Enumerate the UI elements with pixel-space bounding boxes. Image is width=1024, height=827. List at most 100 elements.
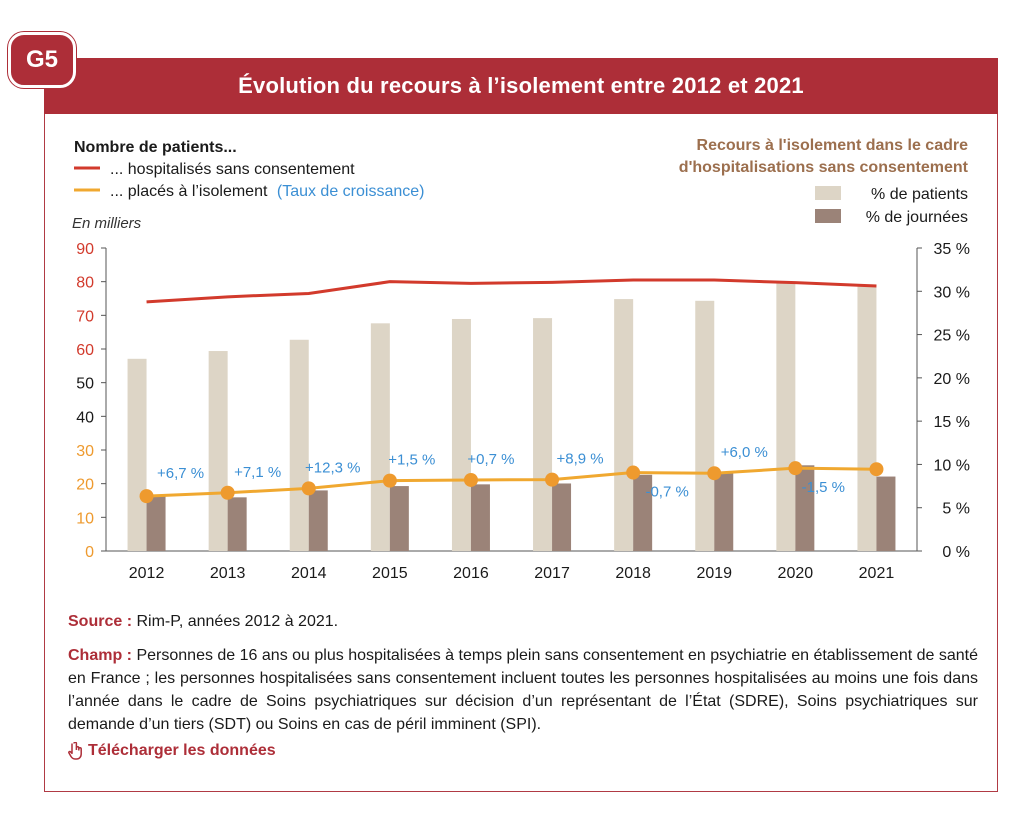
right-tick-label: 10 %	[934, 457, 970, 474]
left-tick-label: 80	[76, 275, 94, 292]
point-isolement	[626, 465, 641, 480]
bar-patients	[776, 281, 796, 551]
right-tick-label: 20 %	[934, 371, 970, 388]
chart: Nombre de patients... ... hospitalisés s…	[72, 137, 970, 582]
left-legend-orange-label: ... placés à l’isolement (Taux de croiss…	[110, 183, 424, 200]
right-axis-ticks: 0 % 5 % 10 % 15 % 20 % 25 % 30 % 35 %	[917, 241, 970, 561]
x-tick-label: 2012	[129, 565, 165, 582]
x-tick-label: 2016	[453, 565, 489, 582]
bar-patients	[695, 300, 715, 551]
source-label: Source :	[68, 613, 133, 630]
point-isolement	[707, 466, 722, 481]
right-legend-heading-1: Recours à l'isolement dans le cadre	[697, 137, 969, 154]
growth-label: +12,3 %	[305, 459, 360, 476]
growth-label: +8,9 %	[556, 451, 603, 468]
x-tick-label: 2015	[372, 565, 408, 582]
bars	[127, 281, 896, 551]
hand-pointer-icon	[68, 742, 82, 760]
x-tick-label: 2013	[210, 565, 246, 582]
left-axis-ticks: 0 10 20 30 40 50 60 70 80 90	[76, 241, 106, 561]
growth-label: +0,7 %	[467, 451, 514, 468]
growth-label: -0,7 %	[645, 484, 688, 501]
bar-journees	[876, 476, 896, 551]
bar-journees	[389, 486, 409, 551]
left-legend-orange-suffix: (Taux de croissance)	[277, 183, 425, 200]
champ-label: Champ :	[68, 647, 133, 664]
growth-label: -1,5 %	[802, 479, 845, 496]
source-text: Rim-P, années 2012 à 2021.	[136, 613, 339, 630]
right-tick-label: 5 %	[942, 501, 970, 518]
growth-label: +7,1 %	[234, 464, 281, 481]
figure-badge: G5	[8, 32, 76, 88]
bar-patients	[289, 339, 309, 551]
point-isolement	[869, 462, 884, 477]
right-tick-label: 25 %	[934, 328, 970, 345]
points: +6,7 % +7,1 % +12,3 % +1,5 % +0,7 % +8,9 % -0,…	[139, 444, 884, 504]
figure-header: Évolution du recours à l’isolement entre…	[44, 58, 998, 114]
left-tick-label: 40	[76, 409, 94, 426]
line-hospitalises	[146, 278, 877, 304]
bar-journees	[146, 495, 166, 551]
left-axis-unit: En milliers	[72, 215, 142, 232]
bar-patients	[857, 284, 877, 551]
left-legend-red-label: ... hospitalisés sans consentement	[110, 161, 355, 178]
champ-text: Personnes de 16 ans ou plus hospitalisée…	[68, 647, 979, 733]
left-tick-label: 30	[76, 443, 94, 460]
left-tick-label: 10	[76, 510, 94, 527]
line-isolement	[146, 466, 877, 498]
download-label: Télécharger les données	[88, 742, 276, 759]
bar-journees	[308, 490, 328, 551]
bar-journees	[795, 465, 815, 551]
right-tick-label: 35 %	[934, 241, 970, 258]
right-tick-label: 0 %	[942, 544, 970, 561]
bar-patients	[208, 351, 228, 551]
right-legend-patients-label: % de patients	[871, 186, 968, 203]
bar-patients	[451, 318, 471, 551]
growth-label: +1,5 %	[388, 452, 435, 469]
x-axis-labels: 2012 2013 2014 2015 2016 2017 2018 2019 2020 2021	[129, 565, 895, 582]
x-tick-label: 2014	[291, 565, 327, 582]
left-tick-label: 20	[76, 477, 94, 494]
point-isolement	[463, 472, 478, 487]
bar-journees	[633, 474, 653, 551]
bar-journees	[470, 484, 490, 551]
bar-patients	[127, 358, 147, 551]
point-isolement	[301, 481, 316, 496]
left-tick-label: 60	[76, 342, 94, 359]
figure-title: Évolution du recours à l’isolement entre…	[238, 73, 804, 98]
point-isolement	[139, 489, 154, 504]
point-isolement	[220, 485, 235, 500]
left-legend-orange-text: ... placés à l’isolement	[110, 183, 268, 200]
right-legend-heading-2: d'hospitalisations sans consentement	[679, 159, 969, 176]
bar-patients	[370, 323, 390, 551]
x-tick-label: 2020	[778, 565, 814, 582]
left-tick-label: 50	[76, 376, 94, 393]
point-isolement	[382, 473, 397, 488]
bar-journees	[552, 483, 572, 551]
figure-badge-label: G5	[25, 46, 58, 73]
champ-note: Champ : Personnes de 16 ans ou plus hosp…	[68, 644, 978, 736]
download-data-link[interactable]: Télécharger les données	[68, 742, 276, 760]
right-tick-label: 30 %	[934, 284, 970, 301]
x-tick-label: 2018	[615, 565, 651, 582]
right-tick-label: 15 %	[934, 414, 970, 431]
figure-frame	[44, 58, 998, 792]
left-tick-label: 70	[76, 308, 94, 325]
x-tick-label: 2021	[859, 565, 895, 582]
left-legend-heading: Nombre de patients...	[74, 139, 237, 156]
growth-label: +6,7 %	[157, 465, 204, 482]
bar-patients	[533, 318, 553, 551]
x-tick-label: 2017	[534, 565, 570, 582]
left-tick-label: 0	[85, 544, 94, 561]
bar-journees	[714, 473, 734, 551]
right-legend-journees-label: % de journées	[866, 209, 968, 226]
left-tick-label: 90	[76, 241, 94, 258]
bar-journees	[227, 497, 247, 551]
bar-patients	[614, 299, 634, 551]
source-note: Source : Rim-P, années 2012 à 2021.	[68, 610, 978, 633]
lines	[146, 278, 877, 498]
x-tick-label: 2019	[696, 565, 732, 582]
growth-label: +6,0 %	[721, 444, 768, 461]
legend-journees-swatch	[815, 209, 841, 223]
legend-patients-swatch	[815, 186, 841, 200]
